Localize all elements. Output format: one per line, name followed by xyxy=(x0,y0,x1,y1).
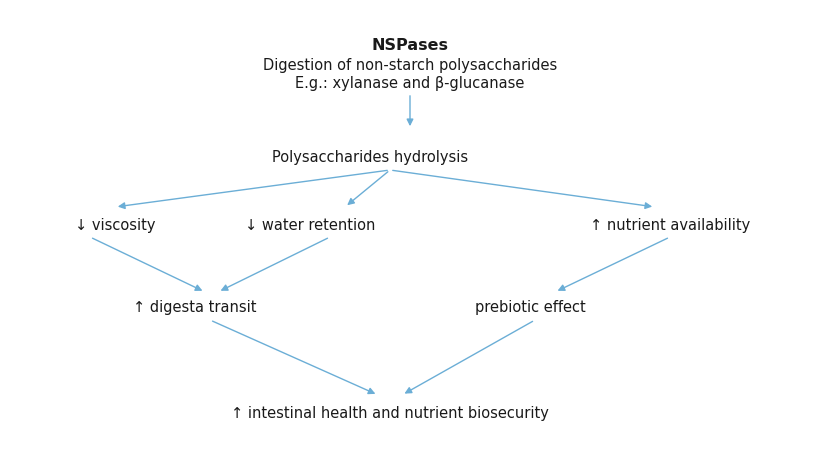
Text: ↓ viscosity: ↓ viscosity xyxy=(75,218,156,232)
Text: ↓ water retention: ↓ water retention xyxy=(245,218,375,232)
Text: E.g.: xylanase and β-glucanase: E.g.: xylanase and β-glucanase xyxy=(295,75,524,91)
Text: ↑ intestinal health and nutrient biosecurity: ↑ intestinal health and nutrient biosecu… xyxy=(231,405,548,420)
Text: Digestion of non-starch polysaccharides: Digestion of non-starch polysaccharides xyxy=(263,58,556,73)
Text: NSPases: NSPases xyxy=(371,38,448,53)
Text: prebiotic effect: prebiotic effect xyxy=(474,299,585,314)
Text: Polysaccharides hydrolysis: Polysaccharides hydrolysis xyxy=(272,150,468,165)
Text: ↑ digesta transit: ↑ digesta transit xyxy=(133,299,256,314)
Text: ↑ nutrient availability: ↑ nutrient availability xyxy=(589,218,749,232)
